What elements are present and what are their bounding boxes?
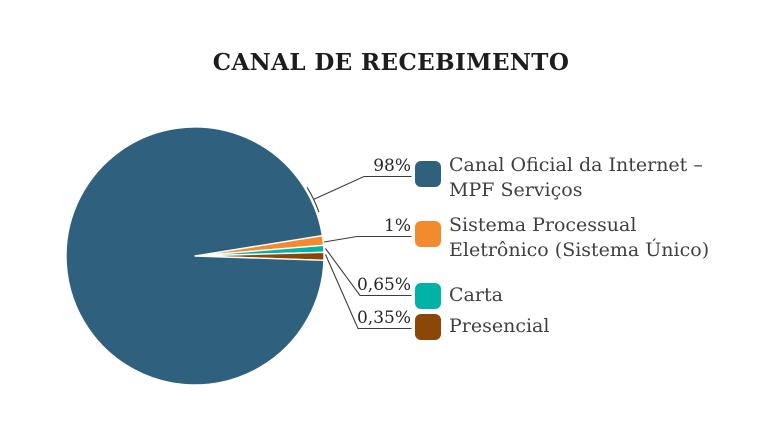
legend-label-carta: Carta	[449, 283, 503, 308]
legend-swatch-sistema	[415, 221, 441, 247]
legend-swatch-presencial	[415, 314, 441, 340]
percent-label-sistema: 1%	[384, 216, 411, 236]
callout-line-presencial	[324, 254, 412, 330]
percent-label-canal: 98%	[373, 156, 411, 176]
pie-slices	[65, 126, 325, 386]
legend-item-canal: Canal Oficial da Internet – MPF Serviços	[415, 153, 703, 203]
legend-swatch-canal	[415, 161, 441, 187]
chart-title: CANAL DE RECEBIMENTO	[212, 49, 570, 76]
percent-label-carta: 0,65%	[356, 275, 411, 295]
legend-label-presencial: Presencial	[449, 314, 549, 339]
pie-slice-0	[65, 126, 325, 386]
legend-label-sistema: Sistema Processual Eletrônico (Sistema Ú…	[449, 213, 709, 263]
legend-label-line: Carta	[449, 284, 503, 306]
legend-label-line: Sistema Processual	[449, 214, 637, 236]
legend-label-line: Canal Oficial da Internet –	[449, 154, 703, 176]
legend-label-canal: Canal Oficial da Internet – MPF Serviços	[449, 153, 703, 203]
legend-label-line: Presencial	[449, 315, 550, 337]
percent-label-presencial: 0,35%	[356, 308, 411, 328]
callout-line-sistema	[323, 235, 412, 243]
legend-item-presencial: Presencial	[415, 314, 549, 340]
callout-lines	[306, 175, 412, 330]
legend-label-line: MPF Serviços	[449, 179, 583, 201]
legend-swatch-carta	[415, 283, 441, 309]
callout-edge-arc-canal	[306, 187, 320, 213]
legend-label-line: Eletrônico (Sistema Único)	[449, 239, 710, 261]
legend-item-sistema: Sistema Processual Eletrônico (Sistema Ú…	[415, 213, 709, 263]
callout-line-canal	[313, 175, 412, 200]
callout-line-carta	[325, 248, 412, 297]
legend-item-carta: Carta	[415, 283, 503, 309]
